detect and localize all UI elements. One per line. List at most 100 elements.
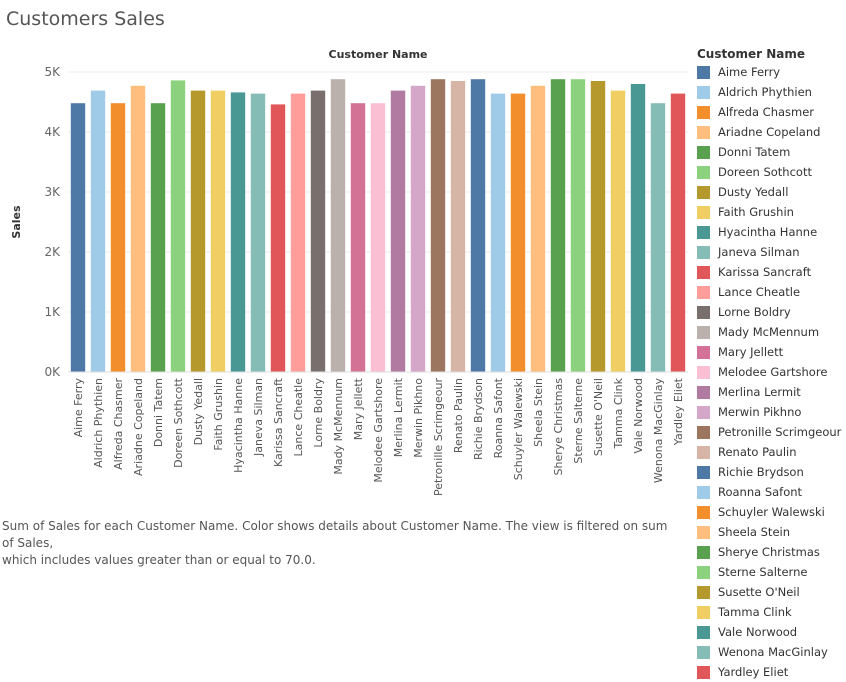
legend-item[interactable]: Alfreda Chasmer: [697, 102, 846, 122]
legend-swatch: [697, 465, 710, 479]
y-tick-label: 5K: [44, 65, 61, 79]
x-tick-label: Merlina Lermit: [392, 377, 405, 457]
x-tick-label: Aime Ferry: [72, 378, 85, 438]
bar: [490, 93, 506, 372]
bar: [330, 79, 346, 372]
x-tick-label: Vale Norwood: [632, 378, 645, 454]
legend-item[interactable]: Lorne Boldry: [697, 302, 846, 322]
legend-item[interactable]: Renato Paulin: [697, 442, 846, 462]
bar: [610, 90, 626, 372]
x-tick-label: Roanna Safont: [492, 377, 505, 458]
x-tick-label: Ariadne Copeland: [132, 378, 145, 476]
legend-label: Aime Ferry: [718, 65, 781, 79]
legend-label: Lorne Boldry: [718, 305, 791, 319]
legend-item[interactable]: Aldrich Phythien: [697, 82, 846, 102]
bar-chart: 0K 1K 2K 3K 4K 5K Customer Name Sales Aime Ferry…: [10, 48, 688, 496]
legend-label: Vale Norwood: [718, 625, 798, 639]
legend-label: Renato Paulin: [718, 445, 797, 459]
legend-item[interactable]: Donni Tatem: [697, 142, 846, 162]
legend-label: Sterne Salterne: [718, 565, 808, 579]
legend-swatch: [697, 105, 710, 119]
y-tick-label: 2K: [44, 245, 61, 259]
bar: [470, 79, 486, 372]
color-legend[interactable]: Customer Name Aime Ferry Aldrich Phythien…: [697, 46, 846, 682]
legend-item[interactable]: Sterne Salterne: [697, 562, 846, 582]
bar: [230, 92, 246, 373]
legend-swatch: [697, 205, 710, 219]
legend-swatch: [697, 285, 710, 299]
legend-swatch: [697, 605, 710, 619]
x-tick-label: Sterne Salterne: [572, 378, 585, 464]
legend-swatch: [697, 185, 710, 199]
legend-swatch: [697, 325, 710, 339]
bar: [670, 93, 686, 372]
legend-swatch: [697, 485, 710, 499]
legend-swatch: [697, 345, 710, 359]
bar: [150, 103, 166, 372]
legend-label: Richie Brydson: [718, 465, 804, 479]
legend-swatch: [697, 165, 710, 179]
legend-label: Donni Tatem: [718, 145, 791, 159]
legend-label: Merwin Pikhno: [718, 405, 802, 419]
legend-item[interactable]: Mady McMennum: [697, 322, 846, 342]
bar: [70, 103, 86, 372]
legend-item[interactable]: Aime Ferry: [697, 62, 846, 82]
x-tick-label: Dusty Yedall: [192, 378, 205, 445]
legend-swatch: [697, 65, 710, 79]
legend-item[interactable]: Janeva Silman: [697, 242, 846, 262]
x-tick-label: Donni Tatem: [152, 378, 165, 447]
legend-item[interactable]: Dusty Yedall: [697, 182, 846, 202]
bar: [450, 81, 466, 372]
legend-label: Sherye Christmas: [718, 545, 820, 559]
legend-label: Susette O'Neil: [718, 585, 800, 599]
legend-item[interactable]: Melodee Gartshore: [697, 362, 846, 382]
legend-label: Ariadne Copeland: [718, 125, 821, 139]
legend-swatch: [697, 245, 710, 259]
bar: [310, 90, 326, 372]
bar: [510, 93, 526, 372]
x-tick-label: Doreen Sothcott: [172, 377, 185, 468]
legend-item[interactable]: Wenona MacGinlay: [697, 642, 846, 662]
legend-label: Roanna Safont: [718, 485, 803, 499]
legend-item[interactable]: Vale Norwood: [697, 622, 846, 642]
bar: [290, 93, 306, 372]
y-axis-label: Sales: [10, 205, 23, 239]
legend-items: Aime Ferry Aldrich Phythien Alfreda Chasme…: [697, 62, 846, 682]
bar: [430, 79, 446, 372]
bar: [170, 80, 186, 373]
legend-label: Karissa Sancraft: [718, 265, 812, 279]
legend-item[interactable]: Faith Grushin: [697, 202, 846, 222]
legend-item[interactable]: Petronille Scrimgeour: [697, 422, 846, 442]
legend-item[interactable]: Doreen Sothcott: [697, 162, 846, 182]
x-tick-label: Wenona MacGinlay: [652, 378, 665, 484]
legend-item[interactable]: Yardley Eliet: [697, 662, 846, 682]
bar: [190, 90, 206, 372]
x-tick-label: Schuyler Walewski: [512, 378, 525, 480]
legend-item[interactable]: Richie Brydson: [697, 462, 846, 482]
legend-item[interactable]: Sheela Stein: [697, 522, 846, 542]
legend-item[interactable]: Tamma Clink: [697, 602, 846, 622]
legend-item[interactable]: Mary Jellett: [697, 342, 846, 362]
legend-item[interactable]: Schuyler Walewski: [697, 502, 846, 522]
legend-item[interactable]: Sherye Christmas: [697, 542, 846, 562]
legend-swatch: [697, 225, 710, 239]
legend-label: Tamma Clink: [718, 605, 792, 619]
legend-item[interactable]: Karissa Sancraft: [697, 262, 846, 282]
y-tick-label: 3K: [44, 185, 61, 199]
legend-item[interactable]: Merlina Lermit: [697, 382, 846, 402]
legend-item[interactable]: Ariadne Copeland: [697, 122, 846, 142]
legend-swatch: [697, 665, 710, 679]
legend-item[interactable]: Susette O'Neil: [697, 582, 846, 602]
x-tick-label: Lorne Boldry: [312, 378, 325, 448]
legend-label: Dusty Yedall: [718, 185, 789, 199]
bar: [210, 90, 226, 372]
legend-label: Merlina Lermit: [718, 385, 801, 399]
bar: [570, 79, 586, 372]
x-tick-label: Melodee Gartshore: [372, 378, 385, 483]
legend-item[interactable]: Hyacintha Hanne: [697, 222, 846, 242]
page-title: Customers Sales: [6, 8, 165, 30]
legend-item[interactable]: Merwin Pikhno: [697, 402, 846, 422]
legend-item[interactable]: Roanna Safont: [697, 482, 846, 502]
x-tick-label: Yardley Eliet: [672, 377, 685, 446]
legend-item[interactable]: Lance Cheatle: [697, 282, 846, 302]
